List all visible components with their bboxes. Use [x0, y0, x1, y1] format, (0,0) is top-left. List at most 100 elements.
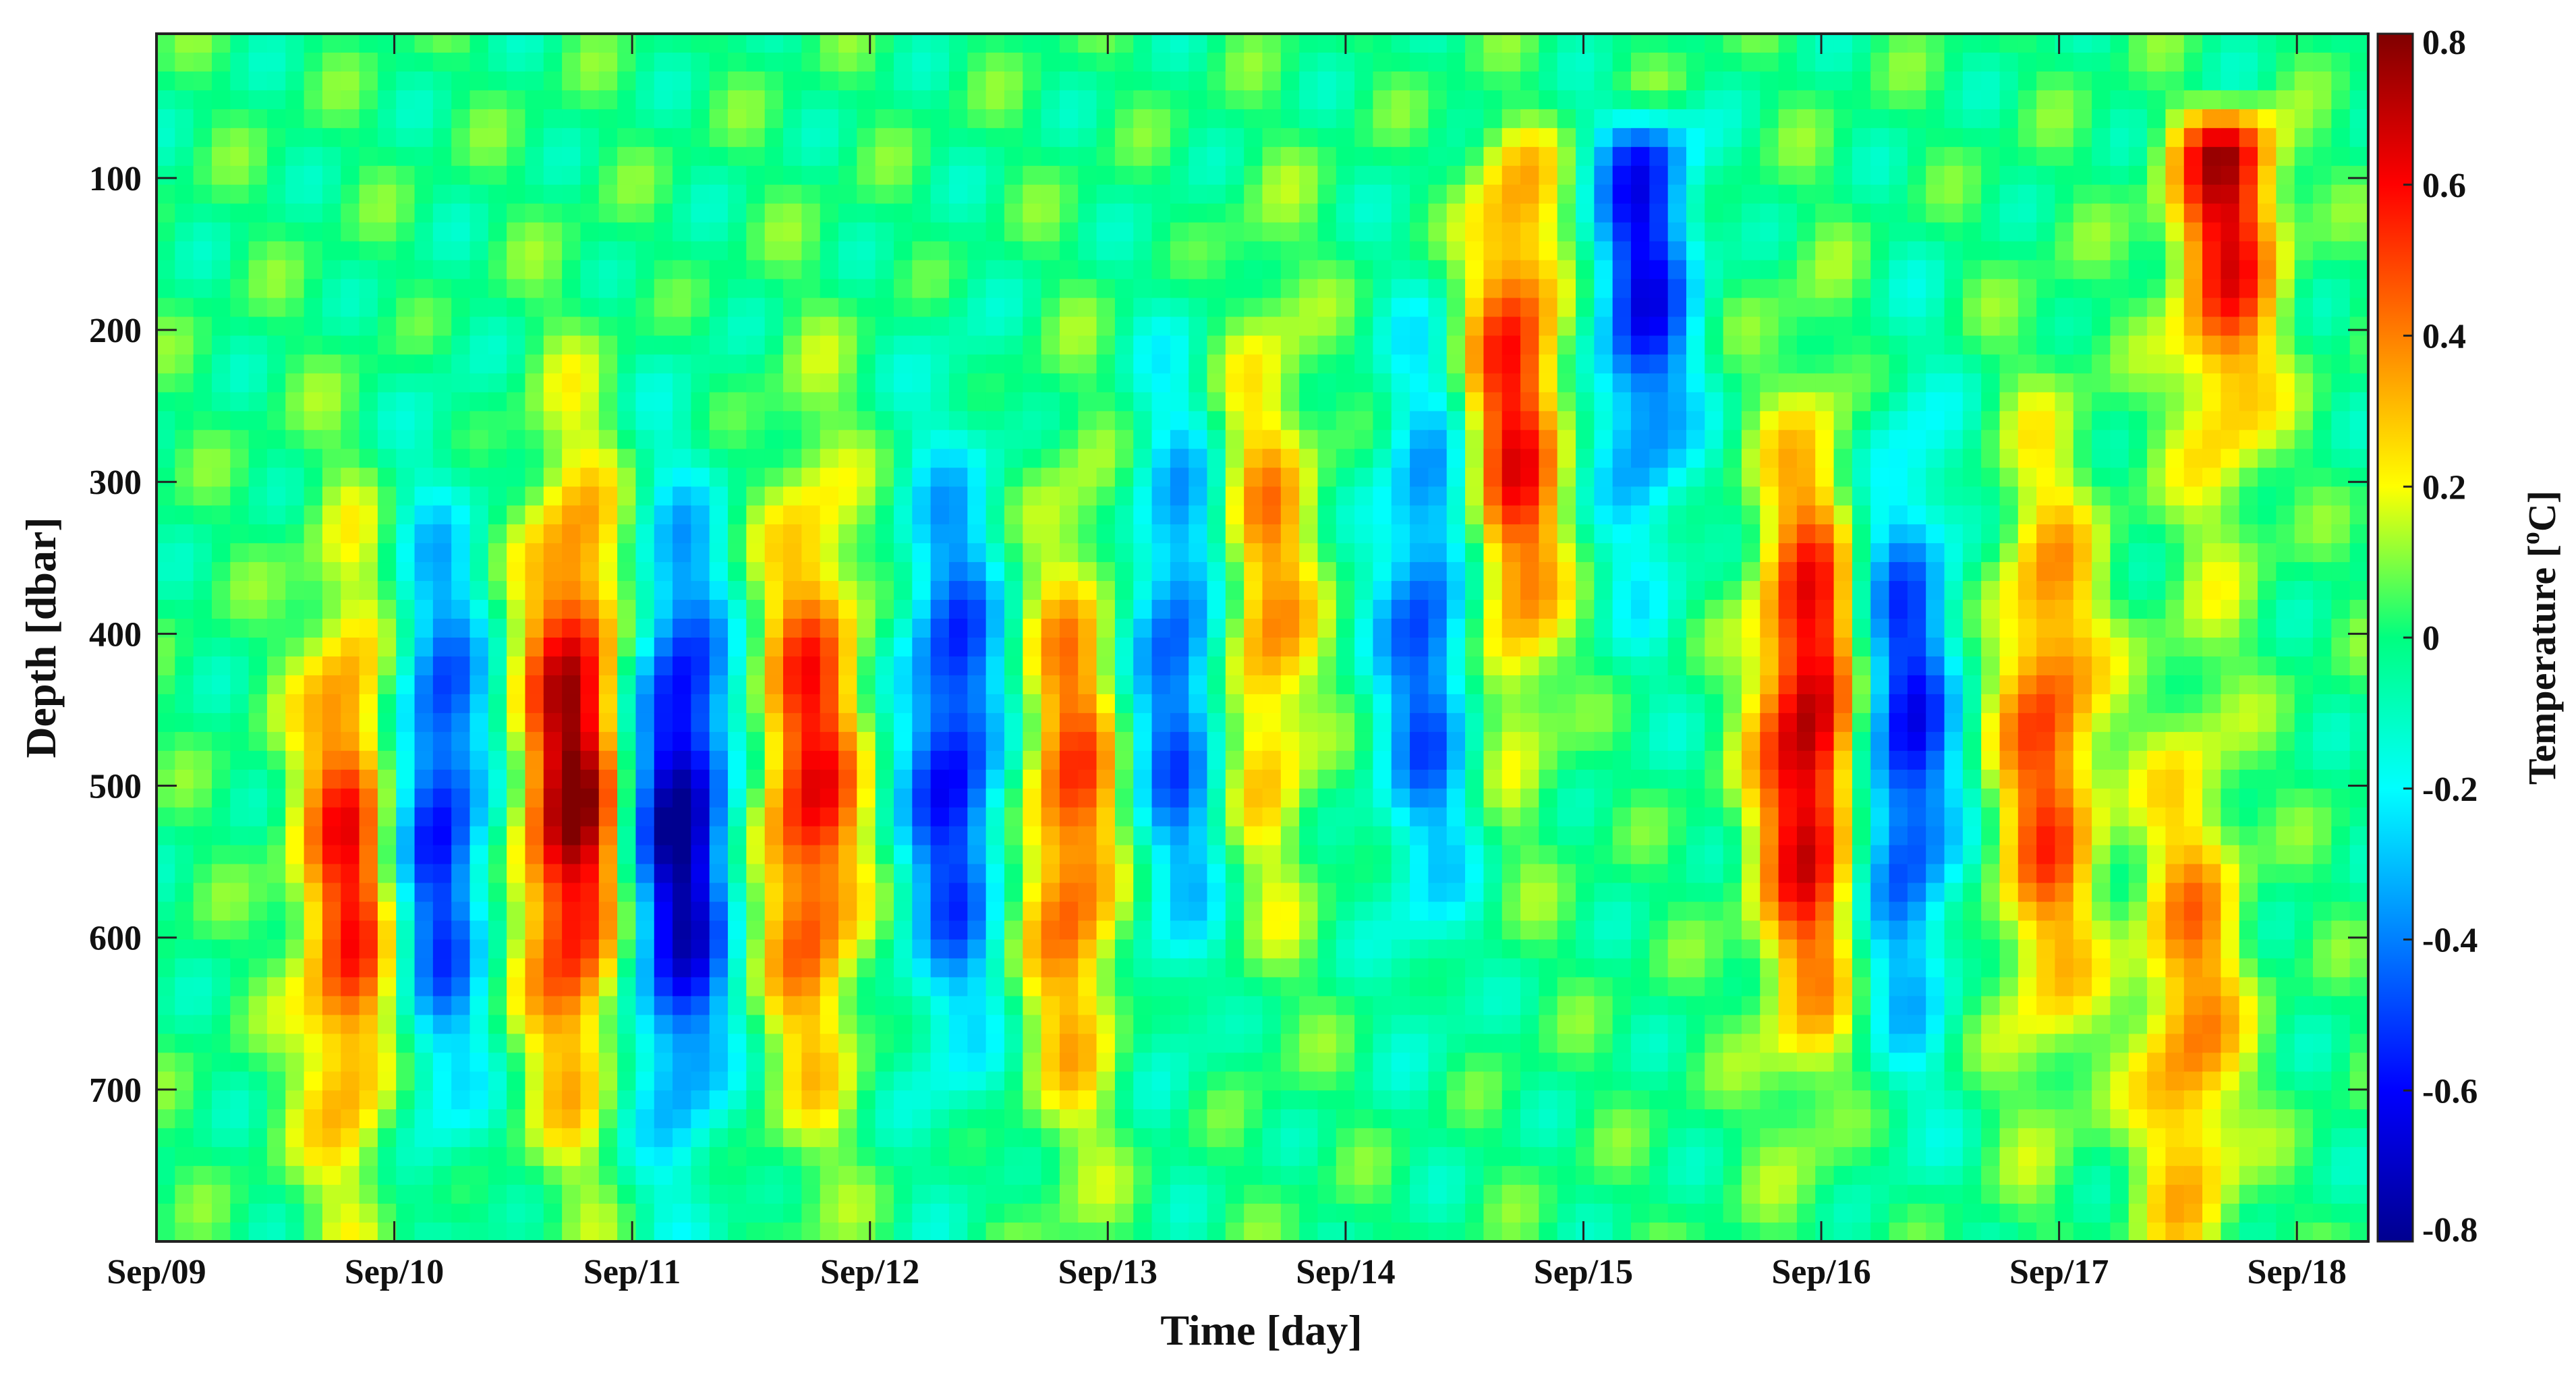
heatmap-cell — [1262, 52, 1282, 72]
heatmap-cell — [1207, 165, 1226, 186]
heatmap-cell — [1428, 449, 1448, 468]
heatmap-cell — [193, 71, 212, 91]
heatmap-cell — [1336, 731, 1355, 752]
heatmap-cell — [211, 1090, 231, 1110]
heatmap-cell — [1023, 316, 1042, 337]
heatmap-cell — [967, 241, 987, 261]
heatmap-cell — [1317, 316, 1337, 337]
heatmap-cell — [691, 505, 710, 525]
heatmap-cell — [432, 656, 452, 676]
heatmap-cell — [451, 392, 471, 412]
heatmap-cell — [985, 977, 1005, 997]
heatmap-cell — [1483, 750, 1503, 770]
heatmap-cell — [1280, 1204, 1300, 1223]
heatmap-cell — [525, 430, 544, 449]
heatmap-cell — [635, 71, 655, 91]
heatmap-cell — [1557, 1204, 1576, 1223]
heatmap-cell — [525, 901, 544, 922]
heatmap-cell — [304, 864, 323, 884]
heatmap-cell — [617, 619, 637, 638]
heatmap-cell — [1576, 1071, 1595, 1091]
heatmap-cell — [156, 222, 175, 242]
heatmap-cell — [1354, 505, 1374, 525]
heatmap-cell — [838, 1147, 857, 1167]
heatmap-cell — [359, 411, 378, 430]
heatmap-cell — [193, 920, 212, 941]
heatmap-cell — [451, 920, 471, 941]
heatmap-cell — [1373, 1185, 1392, 1204]
heatmap-cell — [525, 600, 544, 619]
heatmap-cell — [341, 430, 360, 449]
heatmap-cell — [543, 1223, 563, 1242]
heatmap-cell — [248, 373, 268, 393]
heatmap-cell — [285, 826, 305, 846]
heatmap-cell — [1041, 34, 1060, 53]
heatmap-cell — [414, 1147, 434, 1167]
heatmap-cell — [857, 731, 876, 752]
heatmap-cell — [341, 373, 360, 393]
heatmap-cell — [654, 165, 673, 186]
heatmap-cell — [507, 731, 526, 752]
heatmap-cell — [469, 411, 489, 430]
heatmap-cell — [672, 694, 692, 714]
heatmap-cell — [709, 505, 728, 525]
heatmap-cell — [1207, 34, 1226, 53]
heatmap-cell — [912, 335, 932, 356]
heatmap-cell — [1465, 505, 1484, 525]
heatmap-cell — [1189, 600, 1208, 619]
heatmap-cell — [1557, 279, 1576, 299]
heatmap-cell — [635, 1090, 655, 1110]
heatmap-cell — [728, 34, 747, 53]
heatmap-cell — [377, 1204, 397, 1223]
heatmap-cell — [1114, 335, 1134, 356]
heatmap-cell — [451, 449, 471, 468]
heatmap-cell — [1539, 1090, 1558, 1110]
heatmap-cell — [857, 769, 876, 789]
heatmap-cell — [912, 826, 932, 846]
heatmap-cell — [1317, 1090, 1337, 1110]
heatmap-cell — [1410, 788, 1429, 808]
heatmap-cell — [654, 505, 673, 525]
heatmap-cell — [1373, 260, 1392, 280]
heatmap-cell — [359, 1204, 378, 1223]
heatmap-cell — [1483, 731, 1503, 752]
heatmap-cell — [211, 901, 231, 922]
heatmap-cell — [746, 241, 766, 261]
heatmap-cell — [562, 788, 581, 808]
heatmap-cell — [1189, 468, 1208, 487]
heatmap-cell — [691, 675, 710, 695]
heatmap-cell — [728, 864, 747, 884]
heatmap-cell — [1557, 203, 1576, 223]
heatmap-cell — [967, 1053, 987, 1072]
heatmap-cell — [432, 638, 452, 657]
heatmap-cell — [451, 675, 471, 695]
heatmap-cell — [635, 1053, 655, 1072]
heatmap-cell — [635, 373, 655, 393]
heatmap-cell — [1262, 581, 1282, 600]
heatmap-cell — [1004, 128, 1023, 148]
heatmap-cell — [211, 449, 231, 468]
heatmap-cell — [1114, 1053, 1134, 1072]
heatmap-cell — [1207, 1109, 1226, 1129]
heatmap-cell — [562, 656, 581, 676]
heatmap-cell — [580, 1053, 600, 1072]
heatmap-cell — [912, 1071, 932, 1091]
heatmap-cell — [1114, 826, 1134, 846]
heatmap-cell — [175, 581, 194, 600]
heatmap-cell — [1465, 1147, 1484, 1167]
heatmap-cell — [414, 335, 434, 356]
heatmap-cell — [1336, 1128, 1355, 1148]
heatmap-cell — [193, 109, 212, 129]
heatmap-cell — [912, 128, 932, 148]
heatmap-cell — [617, 694, 637, 714]
heatmap-cell — [1244, 109, 1263, 129]
heatmap-cell — [451, 298, 471, 318]
heatmap-cell — [985, 411, 1005, 430]
heatmap-cell — [1170, 1128, 1189, 1148]
heatmap-cell — [912, 807, 932, 827]
heatmap-cell — [1096, 656, 1116, 676]
heatmap-cell — [838, 543, 857, 563]
heatmap-cell — [617, 34, 637, 53]
heatmap-cell — [1336, 977, 1355, 997]
heatmap-cell — [617, 1071, 637, 1091]
